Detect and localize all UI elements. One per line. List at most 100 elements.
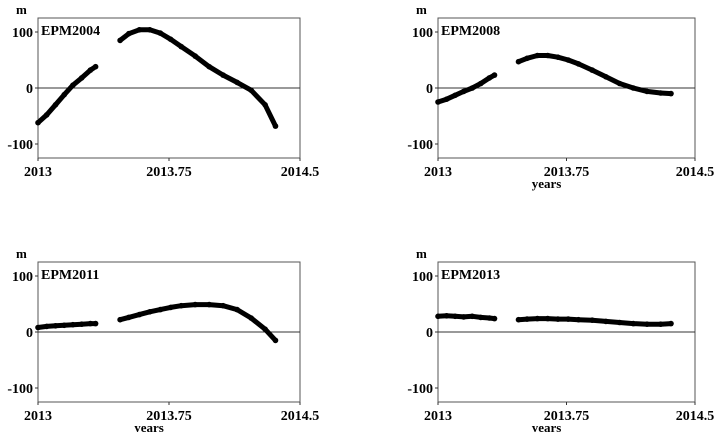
panel-title: EPM2013 — [441, 268, 500, 283]
data-point — [668, 320, 674, 327]
data-point — [630, 320, 637, 327]
data-point — [78, 75, 85, 81]
data-point — [630, 85, 637, 91]
data-point — [178, 302, 184, 309]
data-point — [147, 309, 153, 315]
data-point — [52, 323, 59, 329]
x-tick-label: 2014.5 — [676, 409, 715, 424]
y-tick-label: 100 — [412, 270, 433, 285]
y-axis-label: m — [416, 2, 427, 17]
data-point — [178, 43, 184, 50]
data-point — [469, 313, 476, 320]
data-point — [515, 58, 522, 65]
data-point — [589, 317, 595, 324]
data-point — [491, 315, 498, 322]
data-point — [657, 321, 664, 328]
data-point — [544, 52, 551, 59]
y-tick-label: -100 — [7, 382, 33, 397]
data-point — [272, 123, 279, 129]
data-point — [644, 88, 650, 95]
x-tick-label: 2013.75 — [146, 409, 192, 424]
x-tick-label: 2014.5 — [281, 409, 320, 424]
data-point — [460, 88, 467, 95]
data-point — [565, 316, 571, 322]
data-point — [234, 79, 240, 86]
x-axis-label: years — [532, 176, 562, 191]
data-point — [515, 316, 522, 323]
data-point — [234, 306, 240, 313]
y-axis-label: m — [416, 246, 427, 261]
data-point — [616, 319, 623, 326]
data-point — [589, 67, 595, 73]
data-point — [603, 74, 609, 80]
x-tick-label: 2013.75 — [146, 165, 192, 180]
data-point — [220, 302, 226, 309]
y-axis-label: m — [16, 246, 27, 261]
data-point — [262, 326, 268, 333]
panel-title: EPM2011 — [41, 268, 99, 283]
y-tick-label: 0 — [26, 82, 33, 97]
data-point — [524, 55, 530, 62]
data-point — [43, 323, 50, 330]
x-tick-label: 2013 — [24, 165, 52, 180]
data-point — [452, 92, 458, 99]
data-point — [126, 30, 132, 37]
data-point — [435, 313, 441, 320]
y-tick-label: 100 — [12, 270, 33, 285]
data-point — [70, 82, 76, 88]
data-point — [469, 85, 476, 91]
data-point — [616, 80, 623, 87]
data-point — [43, 112, 50, 118]
x-tick-label: 2014.5 — [281, 165, 320, 180]
data-point — [35, 119, 41, 126]
data-point — [478, 314, 484, 321]
data-point — [486, 75, 493, 81]
data-point — [70, 321, 76, 328]
data-point — [35, 324, 41, 331]
data-point — [157, 306, 164, 313]
data-point — [452, 313, 458, 320]
y-tick-label: 100 — [412, 26, 433, 41]
y-tick-label: -100 — [407, 138, 433, 153]
data-point — [136, 311, 143, 318]
data-point — [192, 53, 198, 59]
data-point — [147, 27, 153, 33]
series-line-2-1 — [117, 302, 278, 343]
data-point — [92, 63, 99, 70]
data-point — [544, 315, 551, 322]
x-tick-label: 2013 — [424, 165, 452, 180]
data-point — [136, 27, 143, 33]
data-point — [435, 99, 441, 105]
data-point — [262, 102, 268, 108]
data-point — [192, 301, 198, 308]
data-point — [157, 30, 164, 36]
data-point — [117, 316, 123, 323]
y-tick-label: -100 — [7, 138, 33, 153]
data-point — [486, 315, 493, 321]
x-tick-label: 2013.75 — [544, 165, 590, 180]
data-point — [117, 37, 123, 44]
x-tick-label: 2013.75 — [544, 409, 590, 424]
y-tick-label: 0 — [426, 326, 433, 341]
y-tick-label: 0 — [26, 326, 33, 341]
data-point — [248, 315, 254, 321]
data-point — [443, 313, 450, 319]
x-tick-label: 2013 — [24, 409, 52, 424]
data-point — [220, 72, 226, 78]
data-point — [478, 80, 484, 87]
data-point — [460, 314, 467, 320]
data-point — [248, 87, 254, 93]
panel-title: EPM2004 — [41, 24, 100, 39]
data-point — [52, 102, 59, 108]
y-tick-label: 100 — [12, 26, 33, 41]
x-tick-label: 2014.5 — [676, 165, 715, 180]
data-point — [491, 72, 498, 78]
data-point — [555, 316, 561, 322]
data-point — [167, 304, 174, 311]
data-point — [167, 36, 174, 43]
y-tick-label: 0 — [426, 82, 433, 97]
data-point — [524, 316, 530, 322]
series-line-0-1 — [117, 27, 278, 129]
x-tick-label: 2013 — [424, 409, 452, 424]
y-tick-label: -100 — [407, 382, 433, 397]
